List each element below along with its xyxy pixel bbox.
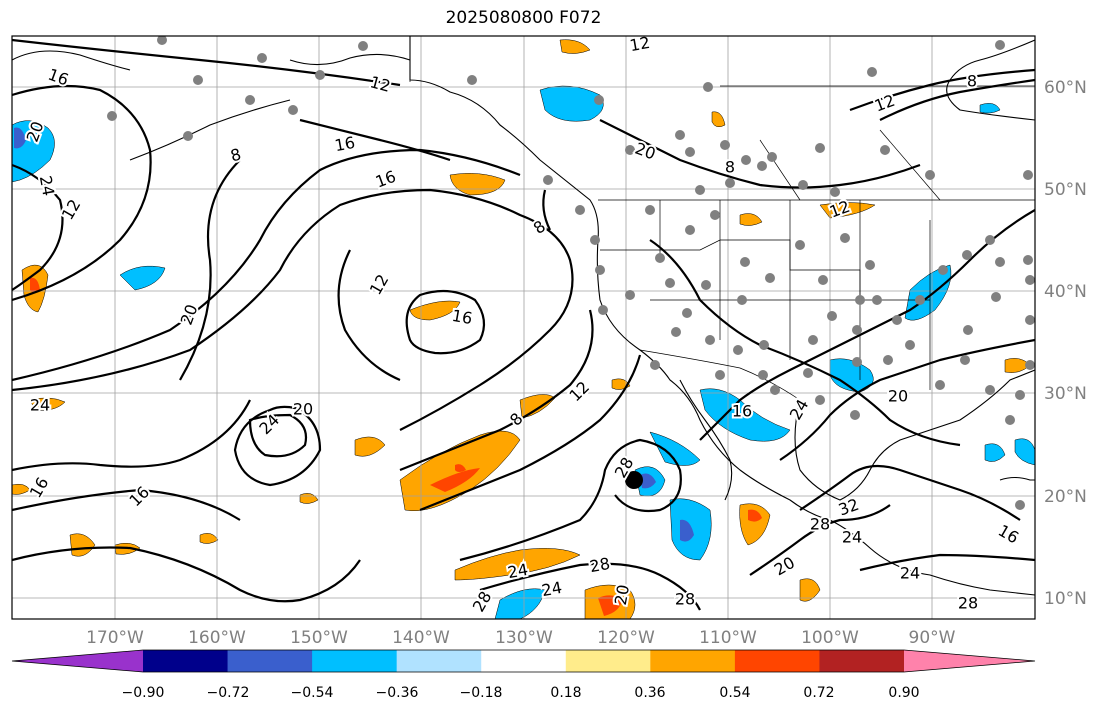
colorbar-segment <box>565 650 651 672</box>
contour-label: 24 <box>900 564 920 583</box>
colorbar-segment <box>819 650 905 672</box>
lon-tick-label: 90°W <box>909 628 956 648</box>
colorbar-tick-label: 0.90 <box>888 685 919 701</box>
colorbar-extend-right <box>904 650 1035 672</box>
contour-label: 16 <box>732 402 752 421</box>
contour-label: 24 <box>506 560 529 582</box>
contour-label: 28 <box>810 515 830 534</box>
lon-tick-label: 160°W <box>188 628 246 648</box>
lat-tick-label: 60°N <box>1044 78 1087 98</box>
latitude-tick-labels: 60°N 50°N 40°N 30°N 20°N 10°N <box>1044 78 1087 609</box>
contour-label: 28 <box>588 554 611 576</box>
contour-label: 8 <box>967 72 977 91</box>
storm-center-marker <box>625 471 643 489</box>
contour-label: 24 <box>842 528 862 547</box>
lon-tick-label: 150°W <box>290 628 348 648</box>
lon-tick-label: 130°W <box>495 628 553 648</box>
colorbar-extend-left <box>12 650 143 672</box>
contour-label: 8 <box>725 158 735 177</box>
colorbar <box>11 649 1036 673</box>
contour-label: 24 <box>36 174 58 197</box>
lat-tick-label: 50°N <box>1044 180 1087 200</box>
colorbar-tick-label: −0.54 <box>291 685 334 701</box>
lon-tick-label: 100°W <box>801 628 859 648</box>
lat-tick-label: 40°N <box>1044 282 1087 302</box>
contours <box>12 38 1035 611</box>
colorbar-tick-label: 0.36 <box>634 685 665 701</box>
map-title: 2025080800 F072 <box>445 8 602 28</box>
lon-tick-label: 170°W <box>86 628 144 648</box>
map-frame <box>11 35 1036 620</box>
contour-label: 28 <box>675 590 695 609</box>
lon-tick-label: 120°W <box>597 628 655 648</box>
colorbar-segment <box>143 650 229 672</box>
contour-label: 12 <box>628 33 651 55</box>
contour-label: 24 <box>540 578 563 600</box>
contour-label: 16 <box>333 133 356 155</box>
lat-tick-label: 10°N <box>1044 589 1087 609</box>
colorbar-tick-label: 0.54 <box>719 685 750 701</box>
colorbar-segment <box>481 650 567 672</box>
lon-tick-label: 110°W <box>699 628 757 648</box>
colorbar-segment <box>396 650 482 672</box>
colorbar-tick-labels: −0.90 −0.72 −0.54 −0.36 −0.18 0.18 0.36 … <box>122 685 920 701</box>
colorbar-tick-label: −0.72 <box>207 685 250 701</box>
contour-label: 20 <box>293 400 313 419</box>
graticule <box>12 36 1035 619</box>
colorbar-segment <box>650 650 736 672</box>
colorbar-tick-label: 0.18 <box>550 685 581 701</box>
colorbar-tick-label: −0.90 <box>122 685 165 701</box>
lat-tick-label: 20°N <box>1044 487 1087 507</box>
colorbar-tick-label: −0.36 <box>376 685 419 701</box>
contour-label: 24 <box>30 396 50 415</box>
colorbar-tick-label: 0.72 <box>803 685 834 701</box>
contour-label: 16 <box>450 306 473 328</box>
longitude-tick-labels: 170°W 160°W 150°W 140°W 130°W 120°W 110°… <box>86 628 956 648</box>
shaded-fields <box>12 39 1035 619</box>
colorbar-tick-label: −0.18 <box>460 685 503 701</box>
colorbar-segment <box>227 650 313 672</box>
colorbar-segment <box>734 650 820 672</box>
contour-label: 20 <box>888 387 908 406</box>
contour-label: 20 <box>611 583 633 606</box>
lon-tick-label: 140°W <box>392 628 450 648</box>
station-markers <box>107 36 1035 510</box>
lat-tick-label: 30°N <box>1044 384 1087 404</box>
contour-label: 28 <box>958 594 978 613</box>
colorbar-outline <box>11 649 1036 673</box>
colorbar-segment <box>312 650 398 672</box>
